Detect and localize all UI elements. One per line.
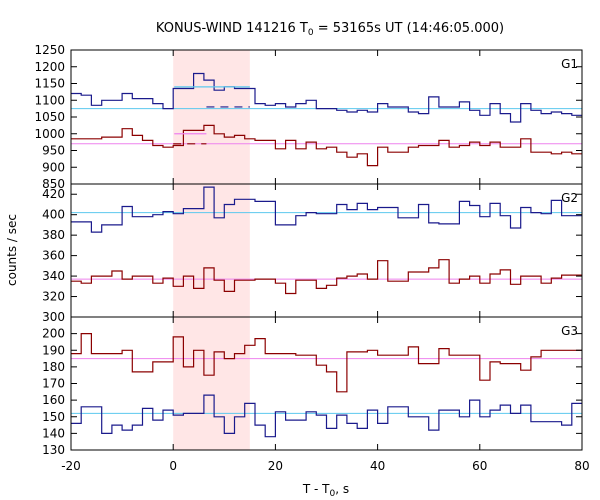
- panel-frame: [70, 49, 583, 185]
- panel-g3: 130 140 150 160 170 180 190 200 G3: [42, 316, 583, 457]
- panel-label: G2: [561, 191, 578, 205]
- y-tick-label: 300: [42, 310, 65, 324]
- y-tick-label: 170: [42, 377, 65, 391]
- y-tick-label: 1200: [34, 60, 65, 74]
- y-tick-label: 1100: [34, 93, 65, 107]
- panel-frame: [70, 183, 583, 318]
- y-tick-label: 850: [42, 177, 65, 191]
- y-tick-label: 320: [42, 290, 65, 304]
- y-tick-label: 340: [42, 269, 65, 283]
- y-tick-label: 950: [42, 144, 65, 158]
- y-tick-label: 1150: [34, 77, 65, 91]
- y-tick-label: 150: [42, 410, 65, 424]
- x-tick-label: 60: [472, 459, 487, 473]
- panel-g1: 850 900 950 1000 1050 1100 1150 1200 1250 G1: [34, 43, 583, 191]
- x-tick-label: -20: [61, 459, 81, 473]
- y-tick-label: 190: [42, 343, 65, 357]
- series-blue-step: [71, 394, 582, 438]
- panel-label: G3: [561, 324, 578, 338]
- shaded-interval: [173, 184, 250, 317]
- x-tick-label: 0: [169, 459, 177, 473]
- panel-label: G1: [561, 57, 578, 71]
- shaded-interval: [173, 317, 250, 450]
- panels-group: 850 900 950 1000 1050 1100 1150 1200 1250 G1 300 32…: [34, 43, 589, 473]
- y-tick-label: 360: [42, 249, 65, 263]
- series-red-step: [71, 124, 582, 167]
- y-tick-label: 180: [42, 360, 65, 374]
- y-tick-label: 160: [42, 393, 65, 407]
- x-tick-label: 40: [370, 459, 385, 473]
- series-red-step: [71, 333, 582, 393]
- y-axis-label: counts / sec: [5, 214, 19, 286]
- panel-g2: 300 320 340 360 380 400 420 G2: [42, 183, 583, 324]
- y-tick-label: 900: [42, 160, 65, 174]
- y-tick-label: 200: [42, 327, 65, 341]
- y-tick-label: 400: [42, 208, 65, 222]
- series-blue-step: [71, 186, 582, 233]
- y-tick-label: 1000: [34, 127, 65, 141]
- shaded-interval: [173, 50, 250, 184]
- series-red-step: [71, 259, 582, 295]
- chart-title: KONUS-WIND 141216 T0 = 53165s UT (14:46:…: [156, 21, 504, 38]
- y-tick-label: 380: [42, 228, 65, 242]
- panel-frame: [70, 316, 583, 451]
- series-blue-step: [71, 72, 582, 123]
- y-tick-label: 140: [42, 426, 65, 440]
- y-tick-label: 130: [42, 443, 65, 457]
- x-tick-label: 20: [268, 459, 283, 473]
- x-axis-label: T - T0, s: [302, 482, 349, 499]
- y-tick-label: 1250: [34, 43, 65, 57]
- y-tick-label: 1050: [34, 110, 65, 124]
- x-tick-label: 80: [574, 459, 589, 473]
- y-tick-label: 420: [42, 187, 65, 201]
